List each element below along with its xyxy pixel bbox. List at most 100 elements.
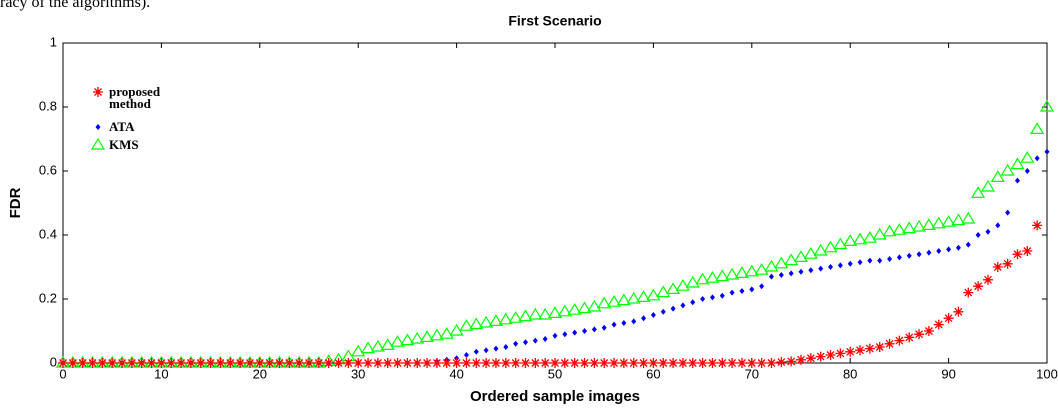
data-point (1010, 157, 1025, 170)
data-point (542, 336, 548, 342)
data-point (852, 232, 868, 245)
data-point (429, 328, 444, 341)
data-point (825, 350, 836, 360)
data-point (902, 221, 917, 234)
y-tick-label: 1 (50, 34, 57, 49)
data-point (264, 358, 275, 368)
chart-title: First Scenario (508, 13, 601, 29)
data-point (503, 344, 509, 350)
data-point (916, 251, 922, 258)
data-point (67, 358, 78, 368)
data-point (420, 330, 435, 342)
data-point (700, 296, 706, 302)
data-point (431, 358, 442, 368)
y-axis-label: FDR (7, 187, 24, 218)
data-point (709, 294, 715, 301)
data-point (363, 358, 374, 368)
x-tick-label: 10 (154, 366, 168, 381)
data-point (390, 335, 405, 347)
data-point (488, 314, 504, 326)
data-point (126, 358, 137, 368)
data-point (513, 340, 519, 347)
data-point (1000, 163, 1015, 176)
data-point (567, 303, 582, 315)
data-point (451, 358, 462, 368)
data-point (412, 358, 423, 368)
data-point (274, 358, 285, 368)
data-point (606, 295, 622, 307)
data-point (569, 358, 580, 368)
x-tick-label: 20 (253, 366, 267, 381)
data-point (660, 308, 666, 315)
data-point (87, 358, 98, 368)
data-point (729, 289, 735, 296)
y-tick-label: 0.6 (39, 162, 57, 177)
data-point (370, 339, 385, 352)
data-point (284, 358, 295, 368)
data-point (955, 244, 961, 251)
data-point (813, 243, 828, 256)
data-point (668, 358, 679, 368)
data-point (117, 358, 128, 368)
data-point (680, 302, 686, 309)
x-axis-label: Ordered sample images (470, 388, 640, 405)
data-point (156, 358, 167, 368)
data-point (818, 265, 824, 272)
data-point (803, 247, 818, 259)
data-point (719, 292, 725, 299)
x-tick-label: 90 (941, 366, 955, 381)
data-point (518, 309, 533, 322)
data-point (845, 346, 856, 357)
data-point (579, 358, 590, 368)
data-point (650, 312, 656, 318)
data-point (906, 252, 912, 259)
data-point (646, 288, 661, 301)
data-point (532, 337, 538, 344)
data-point (995, 222, 1001, 229)
data-point (508, 311, 523, 323)
data-point (963, 287, 974, 298)
data-point (756, 358, 767, 368)
data-point (946, 246, 952, 253)
text-fragment: racy of the algorithms). (0, 0, 151, 11)
data-point (843, 234, 858, 246)
data-point (677, 358, 688, 368)
data-point (926, 249, 932, 256)
data-point (459, 319, 474, 331)
data-point (641, 315, 647, 322)
data-point (136, 358, 147, 368)
data-point (690, 299, 696, 306)
x-tick-label: 30 (351, 366, 365, 381)
data-point (1005, 209, 1011, 216)
legend-label: KMS (109, 137, 139, 152)
y-tick-label: 0 (50, 354, 57, 369)
data-point (538, 307, 553, 320)
data-point (471, 358, 482, 368)
y-tick-label: 0.2 (39, 290, 57, 305)
data-point (867, 257, 873, 264)
data-point (914, 329, 925, 340)
data-point (380, 338, 395, 350)
data-point (520, 358, 531, 368)
data-point (923, 326, 934, 336)
data-point (618, 358, 629, 368)
data-point (559, 358, 570, 368)
data-point (727, 358, 738, 368)
data-point (591, 326, 597, 333)
data-point (685, 275, 700, 288)
data-point (631, 318, 637, 325)
data-point (823, 240, 838, 253)
plot-frame (62, 42, 1048, 364)
x-tick-label: 80 (843, 366, 857, 381)
data-point (887, 256, 893, 262)
data-point (904, 332, 915, 343)
data-point (744, 264, 759, 277)
data-point (815, 351, 826, 362)
data-point (739, 288, 745, 294)
data-point (146, 358, 157, 368)
data-point (931, 216, 946, 229)
data-point (786, 356, 797, 367)
data-point (717, 358, 728, 368)
data-point (973, 281, 984, 292)
data-point (547, 306, 563, 318)
